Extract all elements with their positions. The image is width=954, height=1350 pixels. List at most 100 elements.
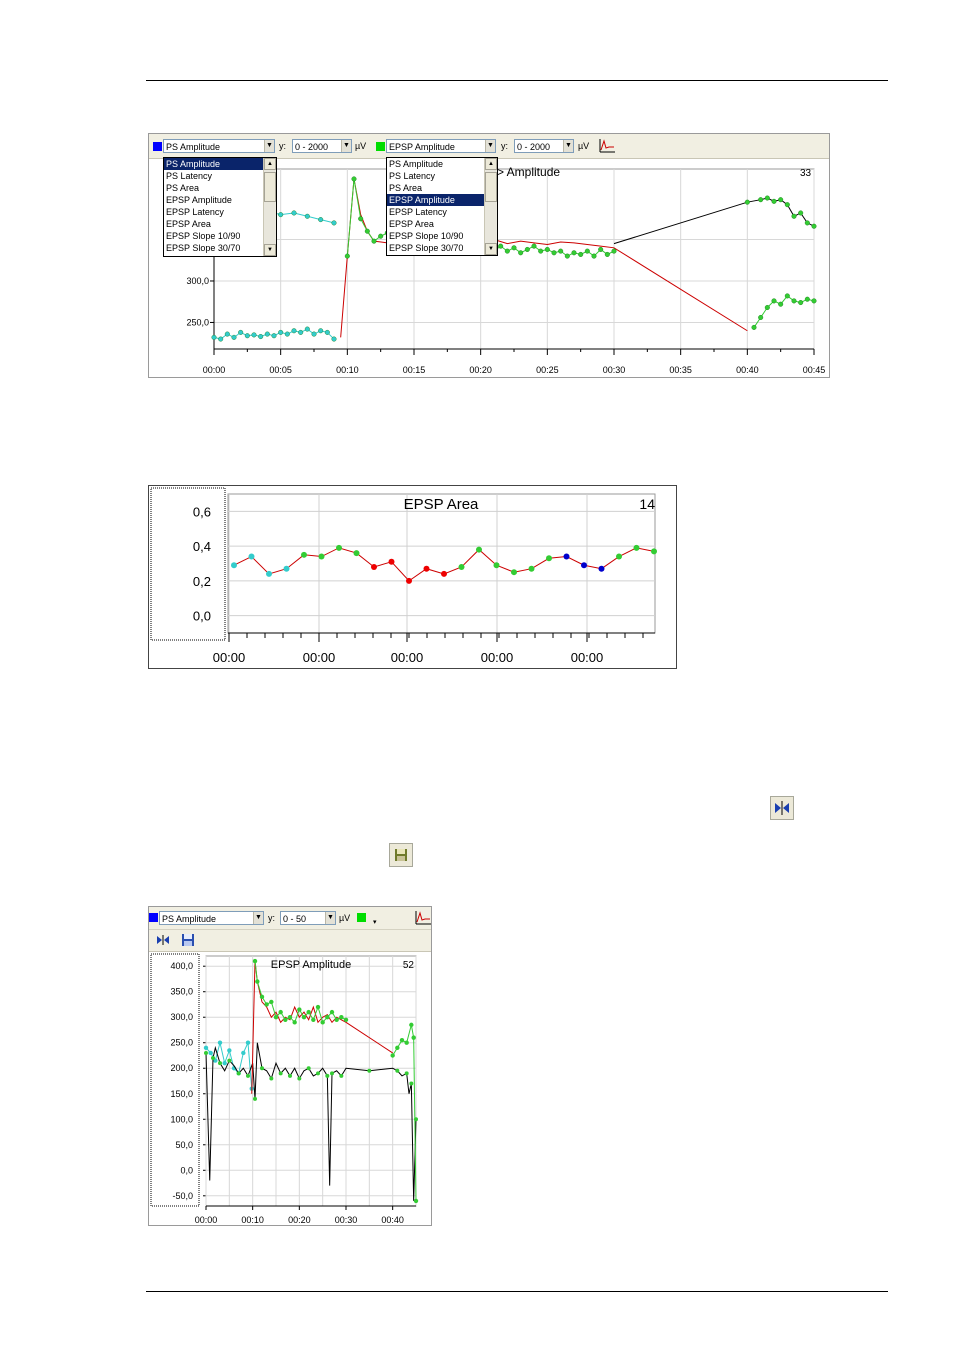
dropdown-option[interactable]: PS Area [166, 183, 200, 193]
data-point [258, 334, 264, 340]
dropdown-option[interactable]: EPSP Area [166, 219, 211, 229]
figure1-plot-title: > Amplitude [497, 165, 561, 179]
right-metric-select[interactable]: EPSP Amplitude ▼ [386, 139, 496, 153]
y-axis-frame [150, 953, 200, 1207]
f3-metric-select[interactable]: PS Amplitude ▼ [159, 911, 264, 925]
point-count: 52 [403, 960, 415, 971]
dropdown-option[interactable]: EPSP Latency [166, 207, 224, 217]
data-point [804, 220, 810, 226]
left-metric-select[interactable]: PS Amplitude ▼ [163, 139, 275, 153]
data-point [404, 1071, 409, 1076]
left-list-scrollbar[interactable]: ▲ ▼ [263, 158, 276, 256]
chart-settings-icon[interactable] [414, 910, 432, 926]
x-tick-label: 00:15 [403, 365, 426, 375]
data-point [301, 551, 307, 558]
y-tick-label: 300,0 [170, 1012, 193, 1022]
data-point [616, 553, 622, 560]
data-point [227, 1048, 232, 1053]
data-point [441, 570, 447, 577]
x-tick-label: 00:10 [336, 365, 359, 375]
data-point [544, 246, 550, 252]
figure1-panel: PS Amplitude ▼ y: 0 - 2000 ▼ µV EPSP Amp… [148, 133, 830, 378]
data-point [518, 250, 524, 256]
data-point [278, 1009, 283, 1015]
data-point [390, 1053, 395, 1058]
data-point [804, 296, 810, 302]
left-range-select[interactable]: 0 - 2000 ▼ [292, 139, 352, 153]
right-scroll-thumb[interactable] [485, 172, 497, 202]
scroll-up-icon[interactable]: ▲ [485, 158, 497, 170]
dropdown-option[interactable]: PS Latency [166, 171, 213, 181]
data-point [284, 331, 290, 337]
data-point [246, 1073, 250, 1078]
f3-metric-value: PS Amplitude [162, 914, 217, 924]
data-point [367, 1068, 372, 1073]
scroll-down-icon[interactable]: ▼ [485, 243, 497, 255]
f3-range-select[interactable]: 0 - 50 ▼ [280, 911, 336, 925]
data-point [764, 195, 770, 201]
dropdown-option[interactable]: PS Latency [389, 171, 436, 181]
figure3-panel: PS Amplitude ▼ y: 0 - 50 ▼ µV ▾ -50,0 0,0… [148, 906, 432, 1226]
dropdown-option[interactable]: EPSP Latency [389, 207, 447, 217]
data-point [278, 212, 284, 218]
x-tick-label: 00:10 [241, 1215, 264, 1225]
data-point [399, 1037, 405, 1043]
chevron-down-icon[interactable]: ▼ [253, 912, 263, 924]
data-point [351, 176, 357, 182]
figure3-toolbar: PS Amplitude ▼ y: 0 - 50 ▼ µV ▾ [149, 907, 431, 952]
data-point [411, 1035, 416, 1040]
data-point [238, 329, 244, 335]
y-tick-label: 250,0 [170, 1038, 193, 1048]
y-tick-label: 0,2 [193, 574, 211, 589]
dropdown-option[interactable]: EPSP Slope 30/70 [389, 243, 464, 253]
data-point [208, 1050, 213, 1056]
toolbar-separator [149, 929, 431, 930]
save-icon[interactable] [180, 933, 196, 947]
dropdown-option[interactable]: EPSP Amplitude [166, 195, 232, 205]
right-metric-dropdown-list[interactable]: PS Amplitude PS Latency PS Area EPSP Amplit… [386, 157, 498, 256]
chart-settings-icon[interactable] [598, 138, 616, 154]
dropdown-option[interactable]: PS Amplitude [164, 158, 276, 170]
dropdown-option[interactable]: EPSP Slope 10/90 [166, 231, 241, 241]
left-metric-dropdown-list[interactable]: PS Amplitude PS Latency PS Area EPSP Amplit… [163, 157, 277, 257]
dropdown-option[interactable]: PS Amplitude [389, 159, 444, 169]
chevron-down-icon[interactable]: ▼ [341, 140, 351, 152]
data-point [511, 569, 517, 576]
dropdown-option[interactable]: EPSP Slope 30/70 [166, 243, 241, 253]
data-point [211, 334, 217, 340]
y-tick-label: 350,0 [170, 987, 193, 997]
chevron-down-icon[interactable]: ▼ [485, 140, 495, 152]
data-point [253, 1096, 257, 1101]
data-point [245, 1040, 251, 1045]
dropdown-option[interactable]: EPSP Amplitude [387, 194, 497, 206]
data-point [404, 1040, 409, 1045]
data-point [423, 565, 430, 572]
data-point [598, 246, 604, 252]
scroll-down-icon[interactable]: ▼ [264, 244, 276, 256]
x-tick-label: 00:30 [335, 1215, 358, 1225]
dropdown-option[interactable]: PS Area [389, 183, 423, 193]
right-list-scrollbar[interactable]: ▲ ▼ [484, 158, 497, 255]
x-tick-label: 00:25 [536, 365, 559, 375]
left-scroll-thumb[interactable] [264, 172, 276, 202]
chevron-down-icon[interactable]: ▼ [325, 912, 335, 924]
right-unit-label: µV [578, 141, 590, 151]
data-point [558, 248, 564, 254]
collapse-icon[interactable] [155, 933, 171, 947]
right-range-select[interactable]: 0 - 2000 ▼ [514, 139, 574, 153]
data-point [330, 1071, 334, 1076]
save-icon[interactable] [389, 843, 413, 867]
data-point [798, 300, 804, 306]
footer-rule [146, 1291, 888, 1292]
dropdown-option[interactable]: EPSP Slope 10/90 [389, 231, 464, 241]
data-point [611, 248, 617, 254]
overflow-chevron-icon[interactable]: ▾ [373, 919, 377, 926]
dropdown-option[interactable]: EPSP Area [389, 219, 434, 229]
right-y-label: y: [501, 141, 509, 151]
data-point [301, 1015, 307, 1020]
data-point [751, 324, 757, 330]
chevron-down-icon[interactable]: ▼ [264, 140, 274, 152]
collapse-icon[interactable] [770, 796, 794, 820]
chevron-down-icon[interactable]: ▼ [563, 140, 573, 152]
scroll-up-icon[interactable]: ▲ [264, 158, 276, 170]
